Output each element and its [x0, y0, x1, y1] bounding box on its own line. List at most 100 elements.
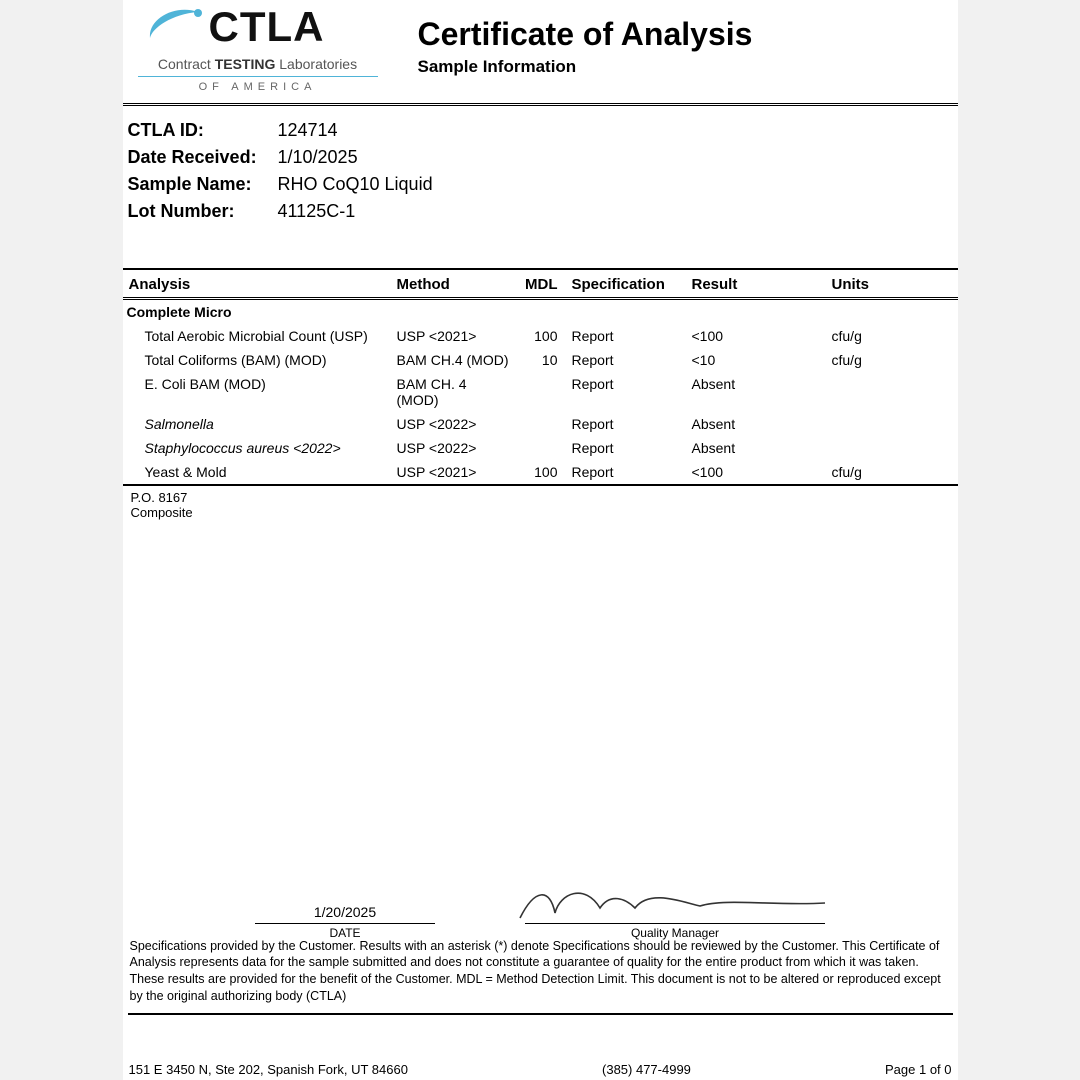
cell-aname: E. Coli BAM (MOD)	[123, 372, 393, 412]
title-block: Certificate of Analysis Sample Informati…	[388, 6, 953, 93]
signature-area: 1/20/2025 DATE Quality Manager Specifica…	[123, 896, 958, 1016]
cell-mdl	[513, 372, 568, 412]
qm-line	[525, 896, 825, 924]
cell-mdl	[513, 436, 568, 460]
cell-method: USP <2022>	[393, 412, 513, 436]
logo-sub1-a: Contract	[158, 56, 215, 72]
info-row-name: Sample Name: RHO CoQ10 Liquid	[128, 174, 953, 195]
info-label: Lot Number:	[128, 201, 278, 222]
footer-page: Page 1 of 0	[885, 1062, 952, 1077]
cell-mdl	[513, 412, 568, 436]
cell-aname: Yeast & Mold	[123, 460, 393, 485]
date-line: 1/20/2025	[255, 896, 435, 924]
cell-spec: Report	[568, 436, 688, 460]
logo-block: CTLA Contract TESTING Laboratories OF AM…	[128, 6, 388, 93]
cell-spec: Report	[568, 412, 688, 436]
cell-spec: Report	[568, 460, 688, 485]
table-row: SalmonellaUSP <2022> ReportAbsent	[123, 412, 958, 436]
cell-result: <100	[688, 324, 828, 348]
info-row-lot: Lot Number: 41125C-1	[128, 201, 953, 222]
info-value: 124714	[278, 120, 338, 141]
cell-result: Absent	[688, 412, 828, 436]
logo: CTLA	[128, 6, 388, 54]
cell-method: BAM CH. 4 (MOD)	[393, 372, 513, 412]
table-body: Complete Micro Total Aerobic Microbial C…	[123, 299, 958, 486]
page-subtitle: Sample Information	[418, 57, 953, 77]
disclaimer-text: Specifications provided by the Customer.…	[128, 936, 953, 1016]
col-mdl: MDL	[513, 270, 568, 299]
swoosh-icon	[146, 8, 206, 54]
cell-units: cfu/g	[828, 324, 958, 348]
signature-date: 1/20/2025	[255, 904, 435, 920]
col-analysis: Analysis	[123, 270, 393, 299]
table-row: Total Aerobic Microbial Count (USP)USP <…	[123, 324, 958, 348]
cell-aname: Total Aerobic Microbial Count (USP)	[123, 324, 393, 348]
cell-spec: Report	[568, 324, 688, 348]
info-label: CTLA ID:	[128, 120, 278, 141]
qm-label: Quality Manager	[525, 926, 825, 940]
logo-subtitle-1: Contract TESTING Laboratories	[128, 56, 388, 72]
info-value: 1/10/2025	[278, 147, 358, 168]
col-method: Method	[393, 270, 513, 299]
date-label: DATE	[255, 926, 435, 940]
logo-subtitle-2: OF AMERICA	[128, 81, 388, 93]
cell-aname: Salmonella	[123, 412, 393, 436]
cell-method: BAM CH.4 (MOD)	[393, 348, 513, 372]
cell-aname: Staphylococcus aureus <2022>	[123, 436, 393, 460]
cell-units: cfu/g	[828, 460, 958, 485]
signature-qm-col: Quality Manager	[525, 896, 825, 940]
section-row: Complete Micro	[123, 299, 958, 325]
cell-method: USP <2022>	[393, 436, 513, 460]
info-value: RHO CoQ10 Liquid	[278, 174, 433, 195]
cell-mdl: 100	[513, 460, 568, 485]
section-label: Complete Micro	[123, 299, 958, 325]
po-block: P.O. 8167 Composite	[123, 486, 958, 524]
table-row: Yeast & MoldUSP <2021>100Report<100cfu/g	[123, 460, 958, 485]
cell-result: <10	[688, 348, 828, 372]
footer-phone: (385) 477-4999	[602, 1062, 691, 1077]
table-row: E. Coli BAM (MOD)BAM CH. 4 (MOD) ReportAb…	[123, 372, 958, 412]
cell-method: USP <2021>	[393, 324, 513, 348]
analysis-table-wrap: Analysis Method MDL Specification Result…	[123, 270, 958, 486]
analysis-table: Analysis Method MDL Specification Result…	[123, 270, 958, 486]
table-row: Total Coliforms (BAM) (MOD)BAM CH.4 (MOD…	[123, 348, 958, 372]
info-value: 41125C-1	[278, 201, 356, 222]
cell-aname: Total Coliforms (BAM) (MOD)	[123, 348, 393, 372]
page-title: Certificate of Analysis	[418, 16, 953, 53]
sample-info: CTLA ID: 124714 Date Received: 1/10/2025…	[123, 106, 958, 270]
cell-result: <100	[688, 460, 828, 485]
col-units: Units	[828, 270, 958, 299]
footer-address: 151 E 3450 N, Ste 202, Spanish Fork, UT …	[129, 1062, 408, 1077]
cell-result: Absent	[688, 436, 828, 460]
logo-rule	[138, 76, 378, 77]
cell-method: USP <2021>	[393, 460, 513, 485]
info-row-id: CTLA ID: 124714	[128, 120, 953, 141]
certificate-page: CTLA Contract TESTING Laboratories OF AM…	[123, 0, 958, 1080]
cell-mdl: 10	[513, 348, 568, 372]
cell-mdl: 100	[513, 324, 568, 348]
header: CTLA Contract TESTING Laboratories OF AM…	[123, 0, 958, 106]
signature-row: 1/20/2025 DATE Quality Manager	[128, 896, 953, 940]
logo-sub1-c: Laboratories	[275, 56, 357, 72]
table-row: Staphylococcus aureus <2022>USP <2022> Re…	[123, 436, 958, 460]
table-header-row: Analysis Method MDL Specification Result…	[123, 270, 958, 299]
info-label: Date Received:	[128, 147, 278, 168]
cell-units: cfu/g	[828, 348, 958, 372]
po-composite: Composite	[131, 505, 950, 520]
cell-result: Absent	[688, 372, 828, 412]
cell-units	[828, 372, 958, 412]
logo-sub1-b: TESTING	[215, 56, 276, 72]
info-label: Sample Name:	[128, 174, 278, 195]
cell-spec: Report	[568, 372, 688, 412]
footer-row: 151 E 3450 N, Ste 202, Spanish Fork, UT …	[123, 1058, 958, 1077]
cell-spec: Report	[568, 348, 688, 372]
cell-units	[828, 436, 958, 460]
logo-text: CTLA	[209, 6, 325, 48]
cell-units	[828, 412, 958, 436]
info-row-date: Date Received: 1/10/2025	[128, 147, 953, 168]
po-number: P.O. 8167	[131, 490, 950, 505]
col-spec: Specification	[568, 270, 688, 299]
signature-date-col: 1/20/2025 DATE	[255, 896, 435, 940]
col-result: Result	[688, 270, 828, 299]
signature-icon	[515, 878, 835, 928]
